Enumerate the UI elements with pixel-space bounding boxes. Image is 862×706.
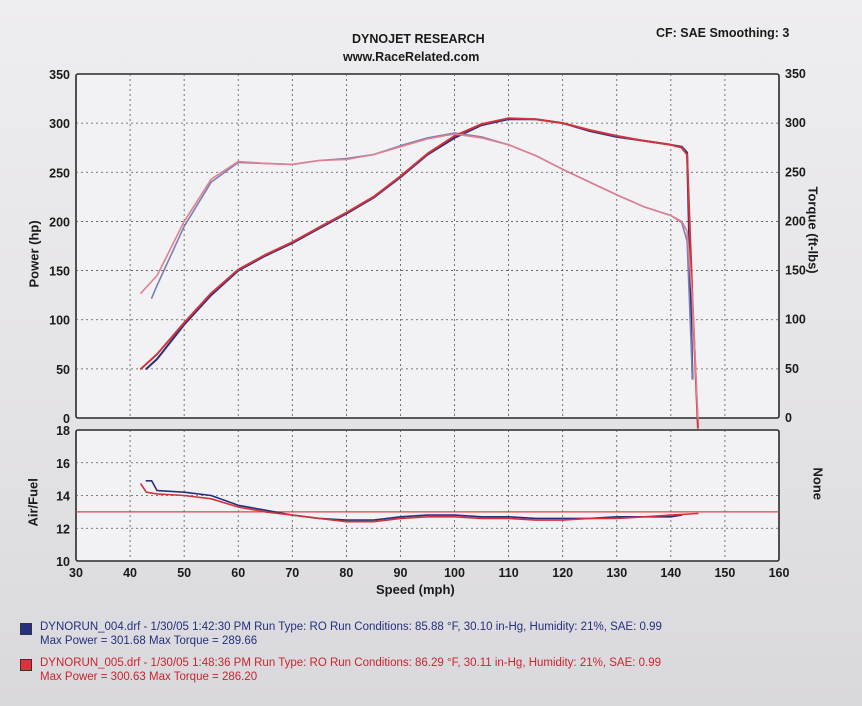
torque-y-tick-label: 50	[785, 362, 799, 376]
speed-x-tick-label: 140	[660, 566, 681, 580]
report-url: www.RaceRelated.com	[343, 50, 480, 64]
legend-swatch-005	[20, 659, 32, 671]
legend-run-005-max: Max Power = 300.63 Max Torque = 286.20	[40, 671, 258, 683]
power-y-tick-label: 150	[49, 265, 70, 279]
power-plot-area	[75, 73, 780, 419]
speed-x-tick-label: 80	[339, 566, 353, 580]
airfuel-series-005	[140, 483, 699, 523]
torque-series-005	[140, 133, 699, 419]
airfuel-y-tick-label: 12	[56, 522, 70, 536]
airfuel-y-tick-label: 10	[56, 555, 70, 569]
speed-axis-label: Speed (mph)	[376, 582, 455, 597]
torque-y-tick-label: 0	[785, 411, 792, 425]
torque-y-tick-label: 300	[785, 116, 806, 130]
torque-y-tick-label: 200	[785, 214, 806, 228]
power-y-tick-label: 250	[49, 166, 70, 180]
legend-run-004-max: Max Power = 301.68 Max Torque = 289.66	[40, 635, 258, 647]
legend-run-005-details: DYNORUN_005.drf - 1/30/05 1:48:36 PM Run…	[40, 657, 662, 669]
airfuel-y-tick-label: 16	[56, 457, 70, 471]
legend-swatch-004	[20, 623, 32, 635]
torque-y-tick-label: 100	[785, 313, 806, 327]
speed-x-tick-label: 30	[69, 566, 83, 580]
speed-x-tick-label: 160	[769, 566, 790, 580]
speed-x-tick-label: 110	[499, 566, 519, 580]
power-y-tick-label: 0	[63, 412, 70, 426]
speed-x-tick-label: 90	[394, 566, 408, 580]
power-series-005	[139, 117, 699, 429]
speed-x-tick-label: 120	[552, 566, 573, 580]
speed-x-tick-label: 100	[444, 566, 465, 580]
power-y-tick-label: 100	[49, 314, 70, 328]
power-y-tick-label: 200	[49, 215, 70, 229]
torque-y-tick-label: 150	[785, 264, 806, 278]
speed-x-tick-label: 50	[177, 566, 191, 580]
power-y-tick-label: 300	[49, 117, 70, 131]
speed-x-tick-label: 40	[123, 566, 137, 580]
torque-y-tick-label: 350	[785, 67, 806, 81]
power-y-tick-label: 50	[56, 363, 70, 377]
speed-x-tick-label: 60	[231, 566, 245, 580]
report-title: DYNOJET RESEARCH	[352, 32, 485, 46]
torque-y-tick-label: 250	[785, 165, 806, 179]
speed-x-tick-label: 70	[285, 566, 299, 580]
speed-x-tick-label: 130	[606, 566, 627, 580]
speed-x-tick-label: 150	[714, 566, 735, 580]
airfuel-y-tick-label: 14	[56, 490, 70, 504]
power-y-tick-label: 350	[49, 68, 70, 82]
correction-smoothing-label: CF: SAE Smoothing: 3	[656, 26, 790, 40]
airfuel-y-tick-label: 18	[56, 424, 70, 438]
legend-run-004-details: DYNORUN_004.drf - 1/30/05 1:42:30 PM Run…	[40, 621, 662, 633]
